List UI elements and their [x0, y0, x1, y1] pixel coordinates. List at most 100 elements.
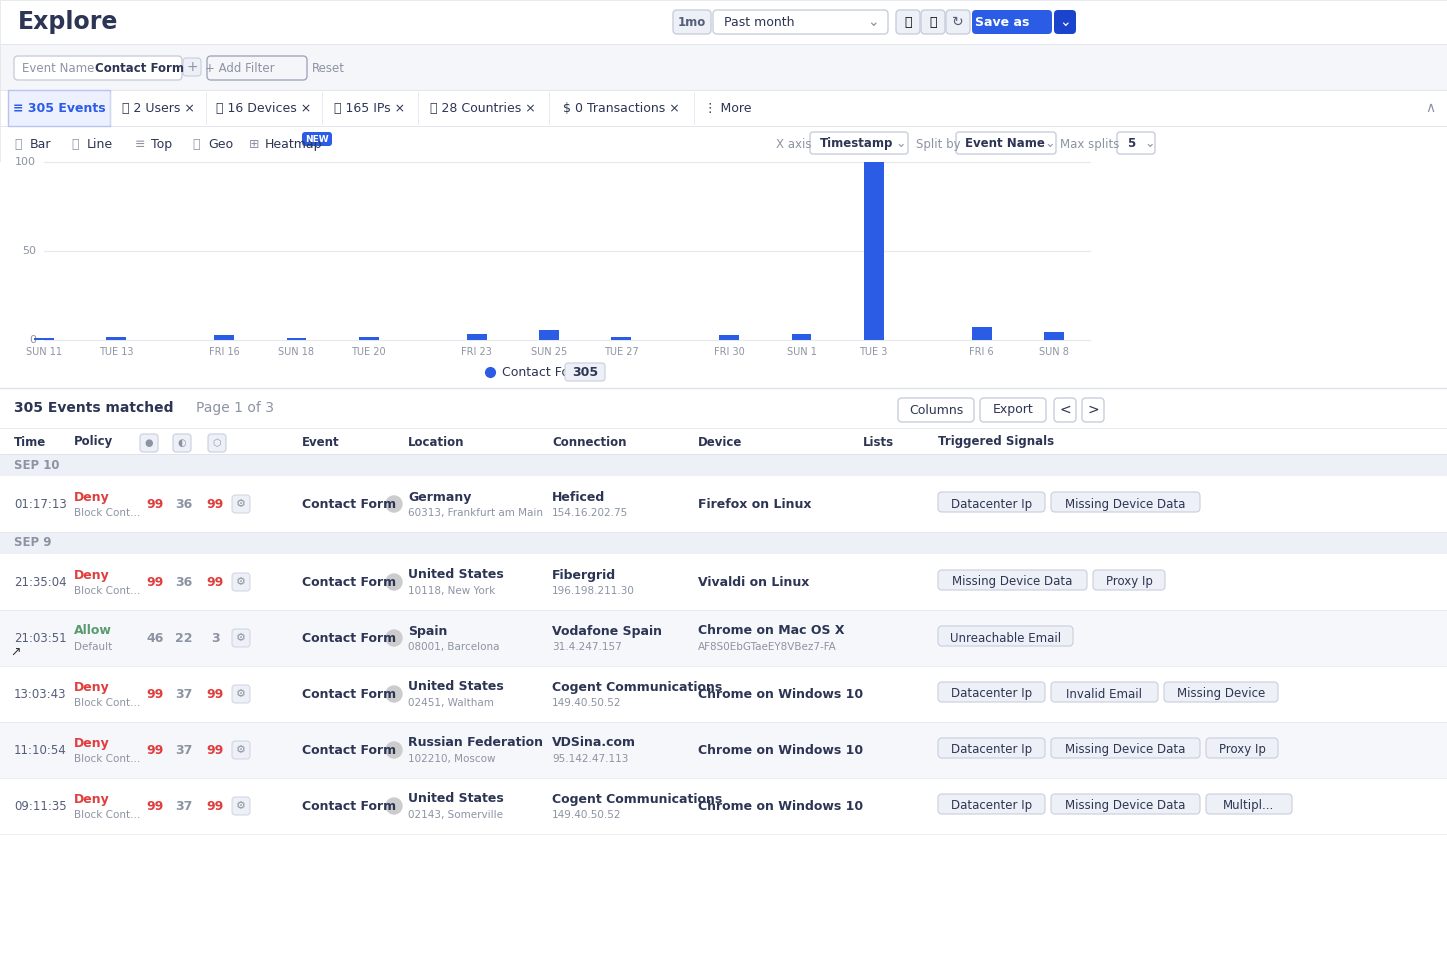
Text: Missing Device: Missing Device [1176, 687, 1265, 701]
Text: Contact Form: Contact Form [302, 799, 396, 813]
Text: Time: Time [14, 436, 46, 448]
Text: Event Name: Event Name [965, 137, 1045, 149]
Text: Timestamp: Timestamp [820, 137, 893, 149]
Text: 09:11:35: 09:11:35 [14, 799, 67, 813]
FancyBboxPatch shape [1053, 10, 1077, 34]
Text: 37: 37 [175, 799, 192, 813]
FancyBboxPatch shape [207, 56, 307, 80]
FancyBboxPatch shape [302, 132, 331, 146]
FancyBboxPatch shape [972, 10, 1052, 34]
Circle shape [386, 798, 402, 814]
Text: Bar: Bar [30, 138, 52, 150]
Text: FRI 6: FRI 6 [969, 347, 994, 357]
Text: 46: 46 [146, 632, 164, 644]
Text: X axis: X axis [776, 138, 812, 150]
Text: 🔍: 🔍 [904, 15, 912, 29]
Bar [214, 336, 234, 340]
Text: Cogent Communications: Cogent Communications [551, 681, 722, 693]
Bar [9, 90, 110, 126]
Text: ∧: ∧ [1425, 101, 1435, 115]
Bar [0, 90, 1447, 126]
Text: 02143, Somerville: 02143, Somerville [408, 810, 504, 820]
Text: 99: 99 [207, 744, 224, 756]
Text: United States: United States [408, 793, 504, 806]
Text: 0: 0 [29, 335, 36, 345]
FancyBboxPatch shape [14, 56, 182, 80]
Text: Policy: Policy [74, 436, 113, 448]
FancyBboxPatch shape [140, 434, 158, 452]
Text: 🌍 28 Countries ×: 🌍 28 Countries × [430, 101, 535, 115]
Text: 99: 99 [207, 799, 224, 813]
Text: ⌄: ⌄ [1059, 15, 1071, 29]
Text: Heficed: Heficed [551, 490, 605, 504]
Text: AF8S0EbGTaeEY8VBez7-FA: AF8S0EbGTaeEY8VBez7-FA [697, 642, 836, 652]
FancyBboxPatch shape [938, 682, 1045, 702]
Text: 22: 22 [175, 632, 192, 644]
Text: Contact Form: Contact Form [302, 497, 396, 511]
Text: 1mo: 1mo [677, 15, 706, 29]
Text: Deny: Deny [74, 793, 110, 806]
FancyBboxPatch shape [1053, 398, 1077, 422]
FancyBboxPatch shape [956, 132, 1056, 154]
Text: + Add Filter: + Add Filter [205, 61, 275, 75]
Text: Split by: Split by [916, 138, 961, 150]
Text: ⌄: ⌄ [867, 15, 878, 29]
Text: Block Cont...: Block Cont... [74, 810, 140, 820]
Text: 21:03:51: 21:03:51 [14, 632, 67, 644]
Text: Line: Line [87, 138, 113, 150]
Text: ↻: ↻ [952, 15, 964, 29]
FancyBboxPatch shape [232, 741, 250, 759]
Text: Firefox on Linux: Firefox on Linux [697, 497, 812, 511]
Circle shape [386, 630, 402, 646]
FancyBboxPatch shape [232, 573, 250, 591]
Text: VDSina.com: VDSina.com [551, 736, 637, 750]
Bar [0, 722, 1447, 778]
Text: ⋮ More: ⋮ More [705, 101, 752, 115]
FancyBboxPatch shape [174, 434, 191, 452]
FancyBboxPatch shape [1051, 738, 1200, 758]
Bar [0, 0, 1447, 44]
Text: Heatmap: Heatmap [265, 138, 323, 150]
FancyBboxPatch shape [1092, 570, 1165, 590]
Text: Default: Default [74, 642, 113, 652]
Circle shape [386, 742, 402, 758]
Bar [0, 476, 1447, 532]
Text: 🔔: 🔔 [929, 15, 936, 29]
FancyBboxPatch shape [232, 797, 250, 815]
Text: +: + [187, 60, 198, 74]
Text: Past month: Past month [724, 15, 794, 29]
Text: 🖥 16 Devices ×: 🖥 16 Devices × [217, 101, 311, 115]
Text: Columns: Columns [909, 403, 964, 417]
Text: TUE 13: TUE 13 [98, 347, 133, 357]
Text: ●: ● [145, 438, 153, 448]
Bar [0, 162, 1447, 390]
FancyBboxPatch shape [938, 570, 1087, 590]
Bar [0, 44, 1447, 90]
FancyBboxPatch shape [899, 398, 974, 422]
Text: Contact Form: Contact Form [302, 632, 396, 644]
Text: 11:10:54: 11:10:54 [14, 744, 67, 756]
Text: 99: 99 [146, 799, 164, 813]
Text: 149.40.50.52: 149.40.50.52 [551, 698, 622, 708]
Text: Block Cont...: Block Cont... [74, 754, 140, 764]
Text: Multipl...: Multipl... [1223, 799, 1275, 813]
Text: Allow: Allow [74, 624, 111, 638]
Text: ⌄: ⌄ [896, 137, 906, 149]
Text: ⬡: ⬡ [213, 438, 221, 448]
Text: Lists: Lists [862, 436, 894, 448]
Circle shape [386, 574, 402, 590]
FancyBboxPatch shape [946, 10, 969, 34]
Text: Missing Device Data: Missing Device Data [1065, 799, 1185, 813]
Text: Invalid Email: Invalid Email [1066, 687, 1143, 701]
Bar [287, 338, 307, 340]
Text: 99: 99 [207, 497, 224, 511]
Bar [1045, 332, 1064, 340]
Text: Connection: Connection [551, 436, 627, 448]
Text: 10118, New York: 10118, New York [408, 586, 495, 596]
Text: ⌄: ⌄ [1043, 137, 1055, 149]
Text: Datacenter Ip: Datacenter Ip [951, 497, 1032, 511]
Text: ◐: ◐ [178, 438, 187, 448]
Text: 37: 37 [175, 744, 192, 756]
Text: Proxy Ip: Proxy Ip [1106, 576, 1152, 589]
Bar [0, 532, 1447, 554]
